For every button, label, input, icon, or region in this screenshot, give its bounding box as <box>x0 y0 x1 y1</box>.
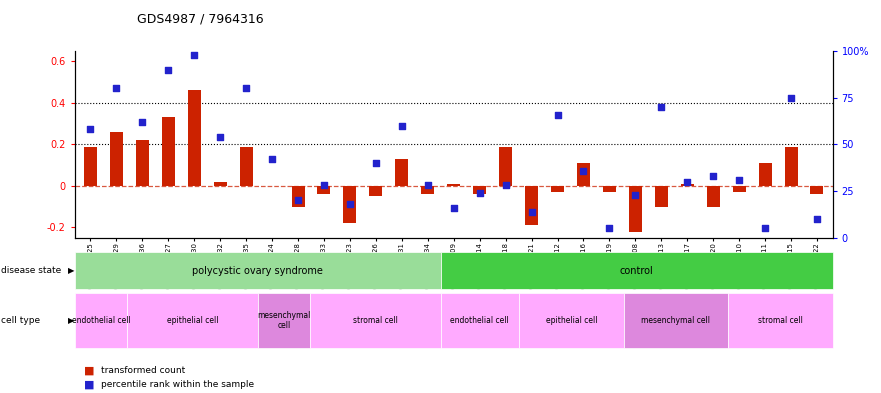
Point <box>499 182 513 189</box>
Bar <box>629 186 642 231</box>
Text: mesenchymal
cell: mesenchymal cell <box>257 310 311 330</box>
Bar <box>811 186 824 194</box>
Point <box>784 95 798 101</box>
Text: transformed count: transformed count <box>101 366 186 375</box>
Text: polycystic ovary syndrome: polycystic ovary syndrome <box>192 266 323 275</box>
Bar <box>440 252 833 289</box>
Bar <box>603 186 616 192</box>
Text: epithelial cell: epithelial cell <box>167 316 218 325</box>
Bar <box>396 159 408 186</box>
Bar <box>551 186 564 192</box>
Point <box>109 85 123 92</box>
Point <box>732 177 746 183</box>
Point <box>161 66 175 73</box>
Bar <box>421 186 434 194</box>
Bar <box>188 90 201 186</box>
Point <box>603 225 617 231</box>
Point <box>421 182 435 189</box>
Text: ▶: ▶ <box>68 316 74 325</box>
Point <box>758 225 772 231</box>
Point <box>84 126 98 132</box>
Bar <box>317 186 330 194</box>
Point <box>810 216 824 222</box>
Text: mesenchymal cell: mesenchymal cell <box>641 316 710 325</box>
Text: epithelial cell: epithelial cell <box>545 316 597 325</box>
Bar <box>127 293 258 348</box>
Bar <box>214 182 226 186</box>
Point <box>265 156 279 162</box>
Text: control: control <box>619 266 654 275</box>
Point <box>317 182 331 189</box>
Bar <box>759 163 772 186</box>
Point <box>524 208 538 215</box>
Bar <box>84 147 97 186</box>
Bar <box>577 163 590 186</box>
Bar <box>110 132 122 186</box>
Bar <box>519 293 624 348</box>
Point <box>628 192 642 198</box>
Bar <box>707 186 720 207</box>
Bar <box>240 147 253 186</box>
Bar <box>369 186 382 196</box>
Bar <box>728 293 833 348</box>
Point <box>576 167 590 174</box>
Text: endothelial cell: endothelial cell <box>450 316 509 325</box>
Text: percentile rank within the sample: percentile rank within the sample <box>101 380 255 389</box>
Point <box>213 134 227 140</box>
Text: ▶: ▶ <box>68 266 74 275</box>
Bar <box>448 184 460 186</box>
Point <box>395 123 409 129</box>
Bar <box>525 186 538 225</box>
Bar <box>310 293 440 348</box>
Text: endothelial cell: endothelial cell <box>71 316 130 325</box>
Text: GDS4987 / 7964316: GDS4987 / 7964316 <box>137 13 263 26</box>
Point <box>187 51 201 58</box>
Bar <box>733 186 745 192</box>
Point <box>472 190 486 196</box>
Bar <box>473 186 486 194</box>
Text: stromal cell: stromal cell <box>353 316 398 325</box>
Bar <box>440 293 519 348</box>
Point <box>343 201 357 207</box>
Text: ■: ■ <box>84 379 94 389</box>
Bar <box>292 186 305 207</box>
Text: disease state: disease state <box>1 266 61 275</box>
Bar <box>681 184 693 186</box>
Text: cell type: cell type <box>1 316 40 325</box>
Bar <box>75 293 127 348</box>
Point <box>707 173 721 179</box>
Bar <box>785 147 797 186</box>
Text: stromal cell: stromal cell <box>758 316 803 325</box>
Point <box>136 119 150 125</box>
Bar <box>136 140 149 186</box>
Point <box>291 197 305 204</box>
Bar <box>75 252 440 289</box>
Point <box>680 178 694 185</box>
Point <box>239 85 253 92</box>
Bar <box>500 147 512 186</box>
Text: ■: ■ <box>84 365 94 375</box>
Point <box>551 111 565 118</box>
Point <box>447 205 461 211</box>
Bar <box>624 293 728 348</box>
Point <box>369 160 383 166</box>
Point <box>655 104 669 110</box>
Bar <box>344 186 357 223</box>
Bar <box>655 186 668 207</box>
Bar <box>258 293 310 348</box>
Bar <box>162 118 174 186</box>
